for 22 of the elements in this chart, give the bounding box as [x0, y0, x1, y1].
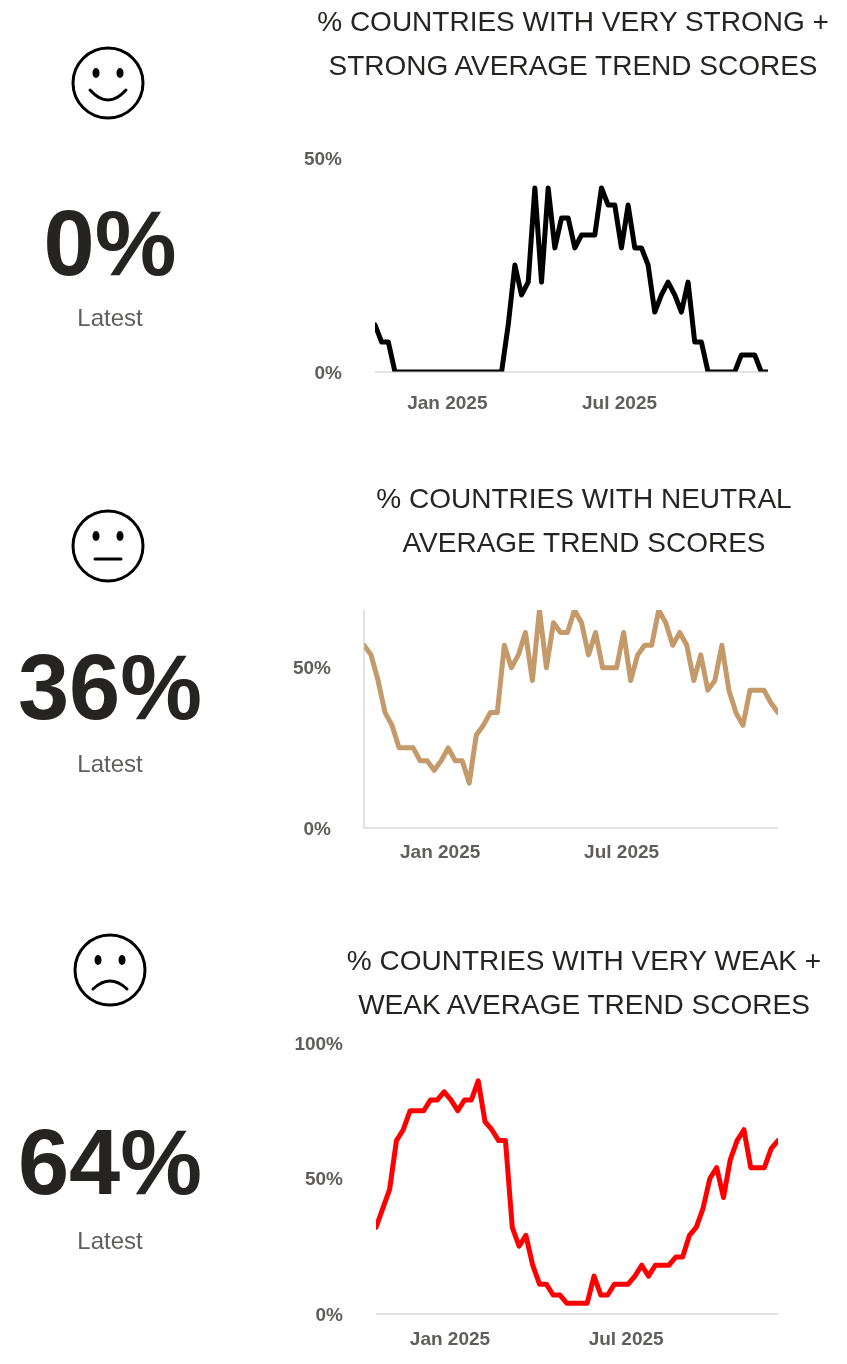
y-tick-label: 50%	[304, 1168, 344, 1190]
x-tick-label: Jan 2025	[407, 392, 488, 414]
chart-title: % COUNTRIES WITH VERY WEAK + WEAK AVERAGE TREND SCORES	[345, 944, 823, 1022]
x-tick-label: Jan 2025	[409, 1328, 491, 1350]
y-tick-label: 50%	[292, 657, 332, 679]
x-tick-label: Jan 2025	[400, 841, 481, 863]
y-tick-label: 100%	[294, 1032, 344, 1054]
x-tick-label: Jul 2025	[588, 1328, 665, 1350]
text: Latest	[77, 1227, 143, 1254]
x-tick-label: Jul 2025	[584, 841, 660, 863]
x-tick-label: Jul 2025	[582, 392, 658, 414]
text: Latest	[77, 304, 143, 331]
chart-title: % COUNTRIES WITH VERY STRONG + STRONG AVERAGE TREND SCORES	[316, 5, 830, 83]
y-tick-label: 0%	[315, 1303, 344, 1325]
text: Latest	[77, 750, 143, 777]
text: 0%	[43, 192, 177, 294]
y-tick-label: 0%	[303, 817, 332, 839]
y-tick-label: 50%	[303, 147, 343, 169]
text: 64%	[17, 1111, 203, 1213]
text: 36%	[17, 636, 203, 738]
chart-title: % COUNTRIES WITH NEUTRAL AVERAGE TREND SCORES	[375, 482, 793, 560]
y-tick-label: 0%	[314, 361, 343, 383]
